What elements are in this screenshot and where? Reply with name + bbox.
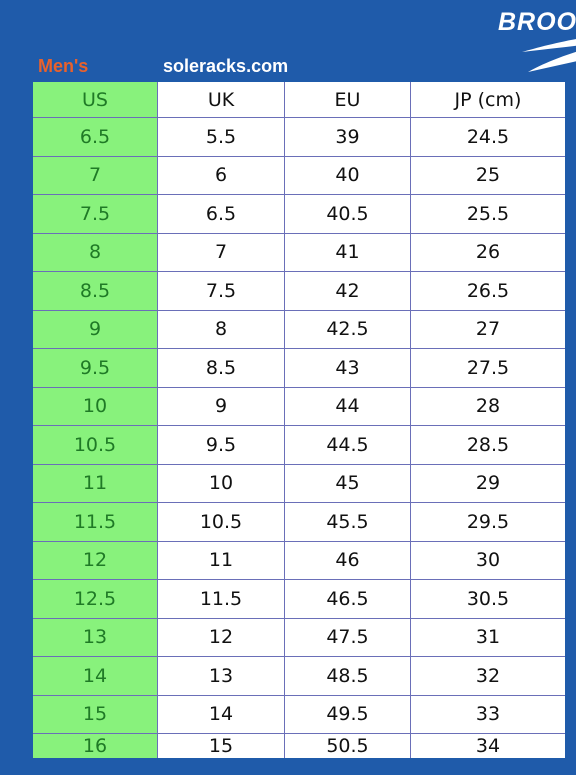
cell-jp: 34 [411, 734, 565, 758]
cell-uk: 15 [158, 734, 285, 758]
cell-us: 10.5 [33, 426, 158, 465]
cell-eu: 44 [285, 387, 411, 426]
cell-eu: 40 [285, 156, 411, 195]
site-label: soleracks.com [163, 56, 289, 76]
cell-eu: 43 [285, 349, 411, 388]
cell-us: 12 [33, 541, 158, 580]
cell-eu: 50.5 [285, 734, 411, 758]
cell-uk: 14 [158, 695, 285, 734]
cell-us: 15 [33, 695, 158, 734]
cell-uk: 8 [158, 310, 285, 349]
cell-jp: 29.5 [411, 503, 565, 542]
cell-eu: 48.5 [285, 657, 411, 696]
category-label: Men's [38, 56, 89, 76]
cell-uk: 11 [158, 541, 285, 580]
cell-jp: 30.5 [411, 580, 565, 619]
cell-uk: 11.5 [158, 580, 285, 619]
size-table: US UK EU JP (cm) 6.5 5.5 39 24.5 7 6 40 25 7.5 6.… [33, 82, 565, 765]
cell-us: 6.5 [33, 118, 158, 157]
cell-eu: 40.5 [285, 195, 411, 234]
cell-jp: 26.5 [411, 272, 565, 311]
cell-jp: 27 [411, 310, 565, 349]
cell-jp: 32 [411, 657, 565, 696]
cell-us: 11.5 [33, 503, 158, 542]
cell-jp: 24.5 [411, 118, 565, 157]
cell-us: 12.5 [33, 580, 158, 619]
cell-jp: 33 [411, 695, 565, 734]
cell-eu: 42 [285, 272, 411, 311]
cell-uk: 12 [158, 618, 285, 657]
cell-jp: 28.5 [411, 426, 565, 465]
cell-us: 7 [33, 156, 158, 195]
header-cell-eu: EU [285, 82, 411, 118]
header-cell-us: US [33, 82, 158, 118]
cell-uk: 9.5 [158, 426, 285, 465]
cell-uk: 13 [158, 657, 285, 696]
cell-eu: 44.5 [285, 426, 411, 465]
cell-jp: 31 [411, 618, 565, 657]
cell-uk: 8.5 [158, 349, 285, 388]
cell-uk: 5.5 [158, 118, 285, 157]
cell-uk: 6 [158, 156, 285, 195]
cell-jp: 29 [411, 464, 565, 503]
cell-us: 11 [33, 464, 158, 503]
cell-eu: 45 [285, 464, 411, 503]
cell-eu: 42.5 [285, 310, 411, 349]
cell-us: 8.5 [33, 272, 158, 311]
header-cell-uk: UK [158, 82, 285, 118]
cell-us: 8 [33, 233, 158, 272]
cell-us: 9 [33, 310, 158, 349]
cell-uk: 7 [158, 233, 285, 272]
cell-us: 9.5 [33, 349, 158, 388]
brand-logo-text: BROO [498, 8, 577, 36]
cell-us: 13 [33, 618, 158, 657]
cell-us: 10 [33, 387, 158, 426]
cell-uk: 9 [158, 387, 285, 426]
brand-swoosh-icon [522, 38, 582, 72]
cell-jp: 25 [411, 156, 565, 195]
cell-jp: 28 [411, 387, 565, 426]
cell-uk: 6.5 [158, 195, 285, 234]
cell-uk: 10 [158, 464, 285, 503]
cell-uk: 7.5 [158, 272, 285, 311]
cell-eu: 39 [285, 118, 411, 157]
cell-eu: 46.5 [285, 580, 411, 619]
cell-eu: 41 [285, 233, 411, 272]
header-cell-jp: JP (cm) [411, 82, 565, 118]
cell-us: 7.5 [33, 195, 158, 234]
cell-eu: 49.5 [285, 695, 411, 734]
cell-jp: 30 [411, 541, 565, 580]
cell-jp: 27.5 [411, 349, 565, 388]
cell-us: 16 [33, 734, 158, 758]
cell-jp: 26 [411, 233, 565, 272]
cell-jp: 25.5 [411, 195, 565, 234]
cell-us: 14 [33, 657, 158, 696]
cell-eu: 47.5 [285, 618, 411, 657]
cell-eu: 46 [285, 541, 411, 580]
cell-uk: 10.5 [158, 503, 285, 542]
cell-eu: 45.5 [285, 503, 411, 542]
